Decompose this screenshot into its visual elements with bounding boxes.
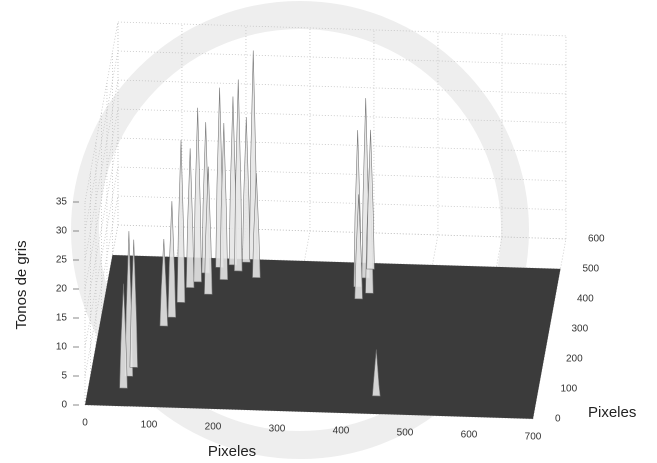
peak xyxy=(194,108,202,282)
z-tick-label: 0 xyxy=(61,400,67,411)
grid-line xyxy=(118,225,566,239)
grid-line xyxy=(118,80,566,94)
y-tick-label: 100 xyxy=(560,384,577,395)
x-tick-label: 400 xyxy=(333,426,350,437)
y-axis-title: Pixeles xyxy=(588,404,636,421)
y-tick-label: 200 xyxy=(566,354,583,365)
peak xyxy=(234,80,242,272)
x-tick-label: 700 xyxy=(525,432,542,443)
z-tick-label: 20 xyxy=(56,284,68,295)
x-tick-label: 300 xyxy=(269,424,286,435)
y-tick-label: 600 xyxy=(588,234,605,245)
grid-line xyxy=(118,225,566,239)
y-tick-label: 500 xyxy=(582,264,599,275)
x-tick-label: 600 xyxy=(461,430,478,441)
x-tick-label: 200 xyxy=(205,422,222,433)
x-tick-label: 100 xyxy=(141,420,158,431)
z-tick-label: 30 xyxy=(56,226,68,237)
chart: Tonos de gris Pixeles Pixeles 0100200300… xyxy=(0,0,657,463)
x-tick-label: 0 xyxy=(82,418,88,429)
surface-floor xyxy=(85,255,560,419)
x-tick-label: 500 xyxy=(397,428,414,439)
x-axis-title: Pixeles xyxy=(208,443,256,460)
z-tick-label: 15 xyxy=(56,313,68,324)
z-tick-label: 5 xyxy=(61,371,67,382)
z-axis-title: Tonos de gris xyxy=(13,240,30,329)
z-tick-label: 10 xyxy=(56,342,68,353)
z-tick-label: 35 xyxy=(56,197,68,208)
y-tick-label: 300 xyxy=(571,324,588,335)
peak xyxy=(177,140,185,303)
y-tick-label: 0 xyxy=(555,414,561,425)
y-tick-label: 400 xyxy=(577,294,594,305)
z-tick-label: 25 xyxy=(56,255,68,266)
peak xyxy=(242,117,250,262)
